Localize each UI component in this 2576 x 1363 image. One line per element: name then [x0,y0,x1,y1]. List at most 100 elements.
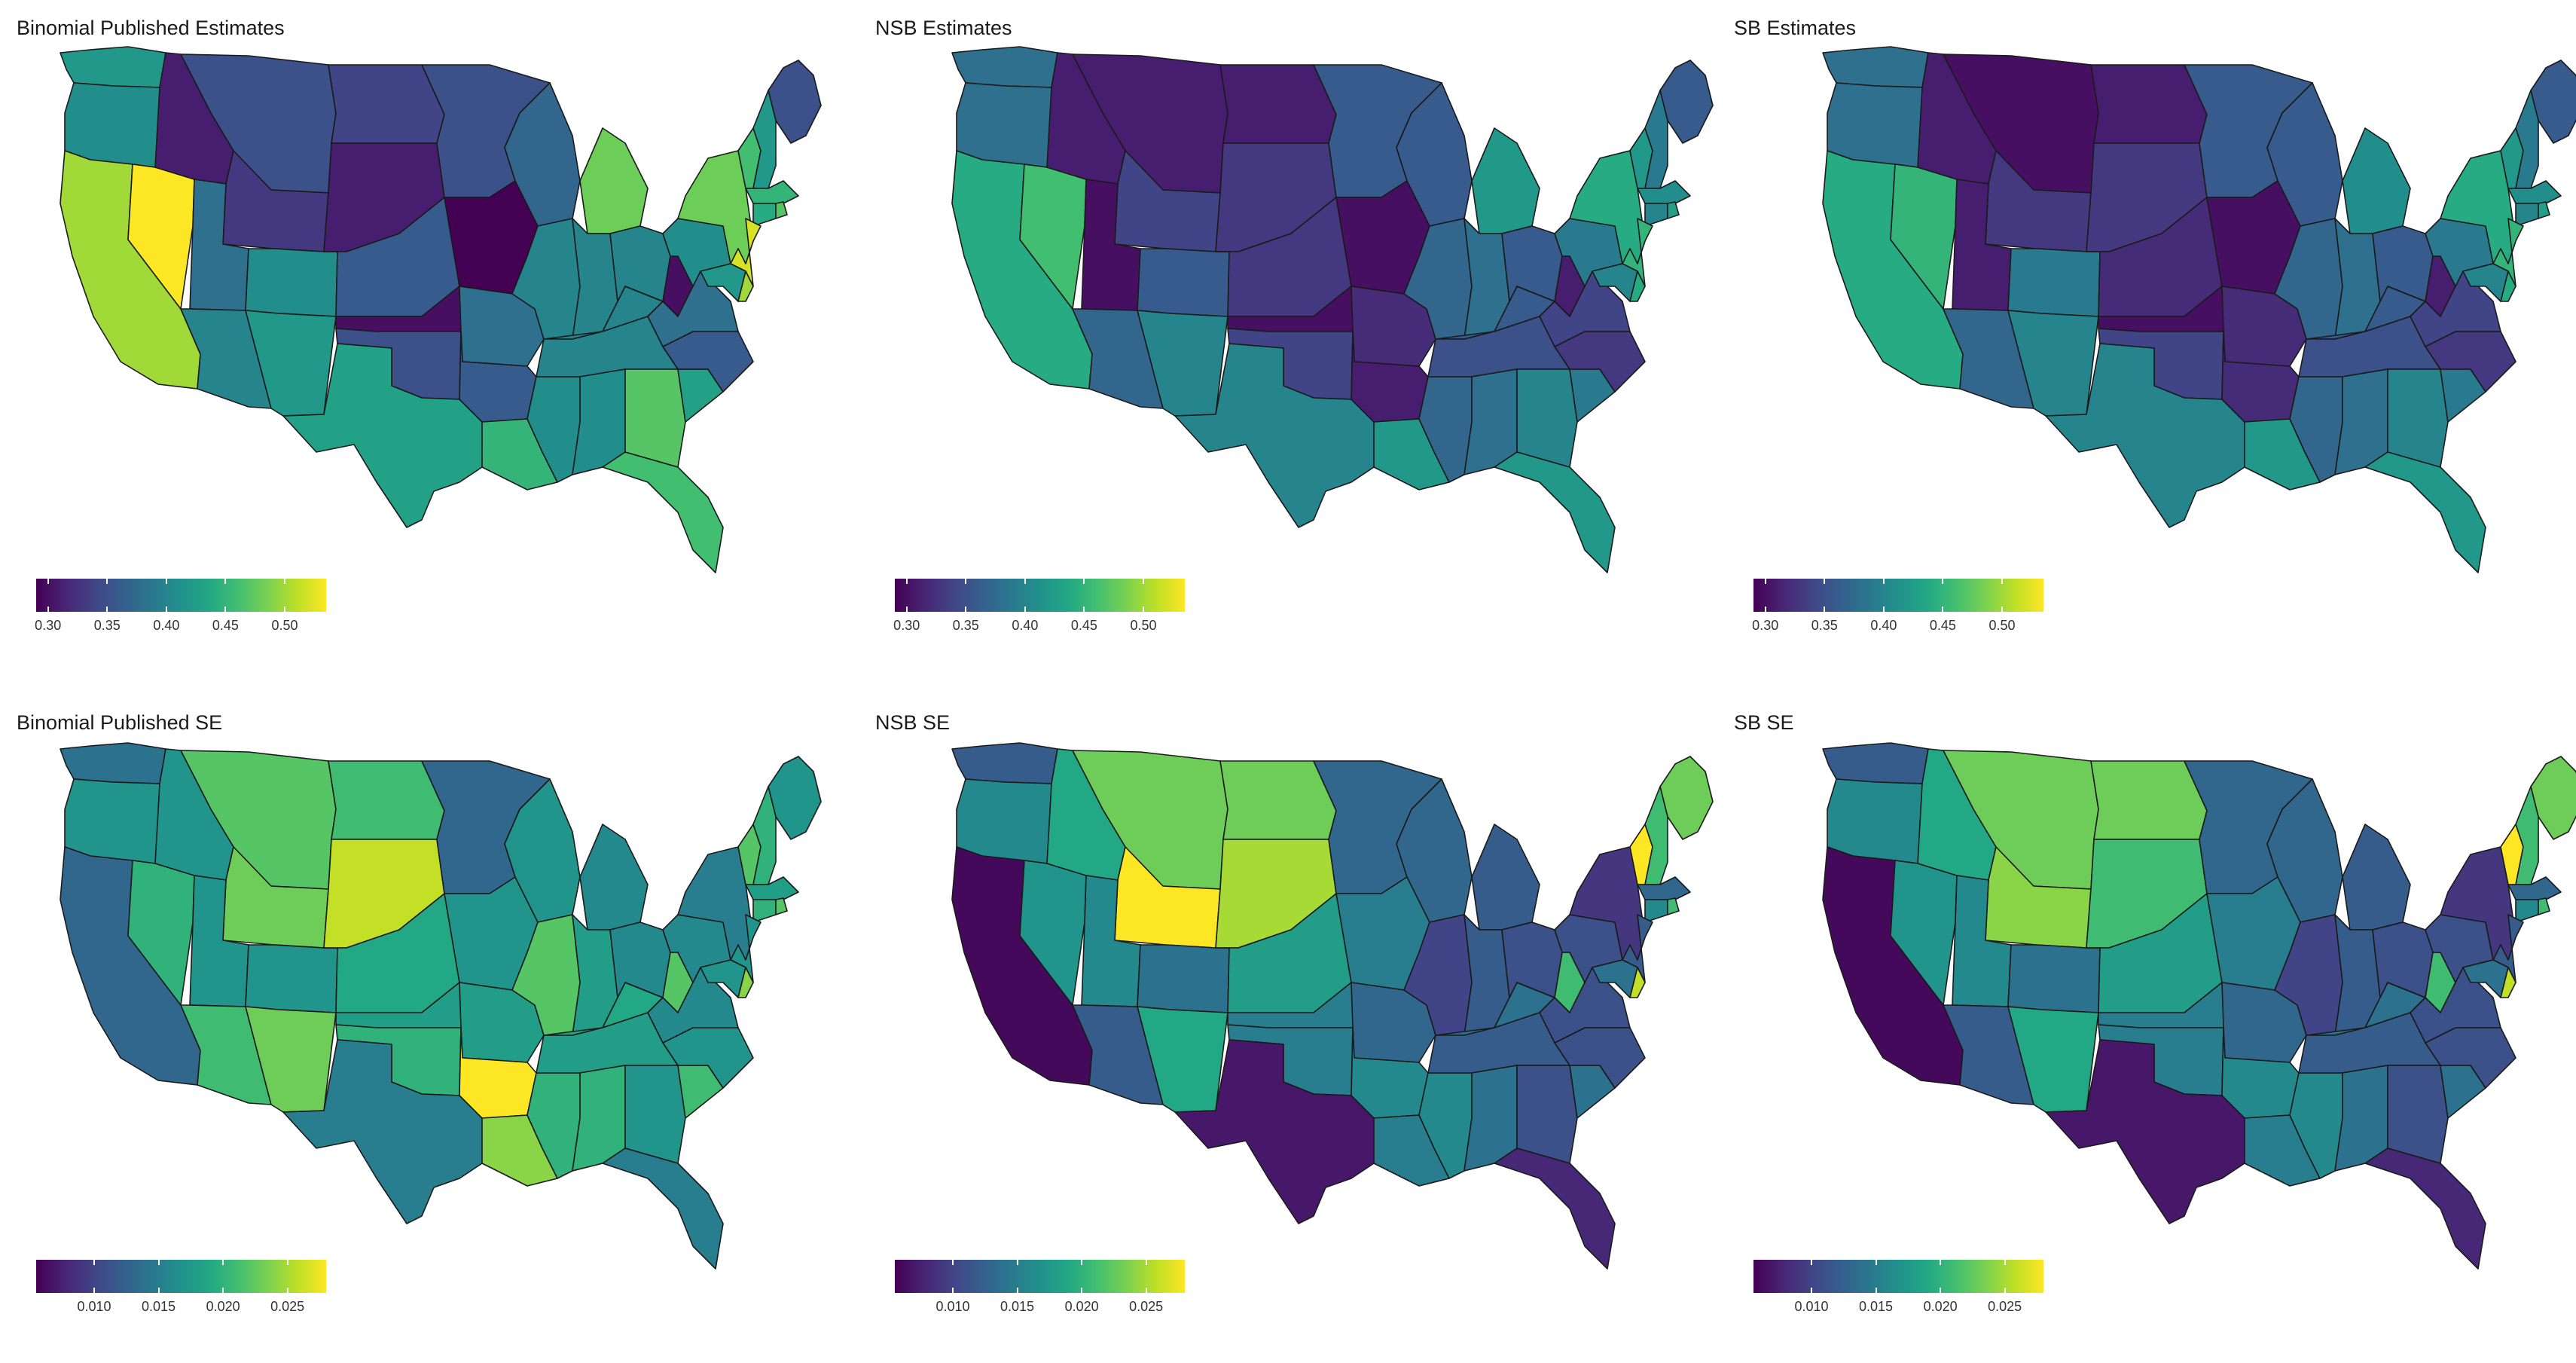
legend-tick-mark [47,607,49,612]
state-co [245,944,338,1013]
legend-tick-mark [2001,607,2003,612]
legend-tick-mark [286,1260,288,1265]
state-az [1943,308,2034,409]
panel-title: SB Estimates [1734,17,1857,39]
state-me [768,756,822,840]
legend-tick-mark [1081,1260,1083,1265]
state-de [737,270,754,302]
state-ct [752,203,777,227]
state-wa [60,742,166,784]
state-ri [1667,201,1680,219]
state-mi [579,824,649,931]
legend-tick-mark [1942,579,1944,584]
state-or [1827,82,1924,168]
legend-tick-mark [952,1260,954,1265]
legend-tick-mark [1942,607,1944,612]
legend-tick-mark [165,607,167,612]
state-az [1943,1004,2034,1105]
state-ga [1516,368,1578,468]
legend-tick-label: 0.40 [1870,618,1897,633]
legend-tick-mark [224,607,227,612]
state-ri [2538,897,2550,915]
state-de [2500,967,2516,998]
state-nh [752,90,777,189]
state-ny [2440,150,2516,264]
state-az [1072,308,1164,409]
legend-tick-mark [952,1288,954,1293]
legend-colorbar [36,579,326,612]
legend-tick-label: 0.015 [142,1299,176,1314]
legend-tick-mark [157,1260,160,1265]
state-co [2007,944,2101,1013]
legend-tick-mark [1764,607,1766,612]
state-wa [951,742,1058,784]
legend-tick-mark [1882,579,1885,584]
map-panel-se-sb: SB SE 0.010 0.015 0.020 0.025 [1717,681,2576,1362]
legend-tick-label: 0.020 [1923,1299,1958,1314]
state-de [737,967,754,998]
panel-title: Binomial Published Estimates [17,17,285,39]
state-ny [1569,150,1646,264]
state-mi [2342,127,2411,234]
legend-tick-mark [1024,607,1026,612]
state-mi [579,127,649,234]
legend-colorbar [895,1260,1185,1293]
legend-tick-mark [965,607,967,612]
legend-tick-label: 0.40 [153,618,180,633]
legend-tick-mark [905,579,908,584]
legend-tick-mark [1824,607,1826,612]
state-or [1827,778,1924,864]
state-or [956,778,1054,864]
state-nh [752,786,777,885]
state-wa [60,46,166,88]
legend-tick-mark [1016,1288,1018,1293]
legend-tick-mark [2004,1260,2006,1265]
legend-tick-mark [1081,1288,1083,1293]
state-me [2530,756,2576,840]
state-ny [677,846,754,961]
legend-tick-label: 0.015 [1859,1299,1894,1314]
state-wa [1822,742,1929,784]
state-ct [2515,899,2539,923]
legend-tick-label: 0.010 [935,1299,970,1314]
state-ny [1569,846,1646,961]
legend-tick-mark [1143,607,1144,612]
state-fl [2364,1148,2486,1270]
legend-tick-mark [1940,1288,1942,1293]
legend-tick-mark [1145,1288,1147,1293]
legend-tick-label: 0.45 [1929,618,1956,633]
choropleth-map [60,742,822,1270]
state-ri [775,201,788,219]
legend-tick-mark [2004,1288,2006,1293]
state-co [245,248,338,317]
legend-tick-label: 0.010 [77,1299,111,1314]
state-wa [1822,46,1929,88]
state-nh [2515,90,2539,189]
legend-tick-label: 0.025 [1988,1299,2022,1314]
state-me [1659,756,1714,840]
choropleth-map [951,46,1714,573]
state-fl [2364,451,2486,573]
legend-tick-mark [222,1288,224,1293]
legend-tick-label: 0.35 [93,618,121,633]
state-nh [2515,786,2539,885]
choropleth-map [1822,742,2576,1270]
state-fl [602,451,724,573]
state-ri [2538,201,2550,219]
map-panel-se-pub: Binomial Published SE 0.010 0.015 0.020 0.02… [0,681,859,1362]
state-nh [1644,90,1668,189]
legend-tick-label: 0.50 [271,618,298,633]
choropleth-map [60,46,822,573]
legend-tick-mark [1882,607,1885,612]
state-ny [677,150,754,264]
legend-tick-mark [1024,579,1026,584]
state-az [180,1004,272,1105]
legend-tick-mark [1940,1260,1942,1265]
legend-tick-label: 0.025 [270,1299,305,1314]
panel-title: SB SE [1734,711,1794,734]
legend-tick-mark [93,1260,95,1265]
legend-tick-mark [1016,1260,1018,1265]
state-oh [609,225,671,302]
state-or [64,778,162,864]
state-me [1659,60,1714,144]
